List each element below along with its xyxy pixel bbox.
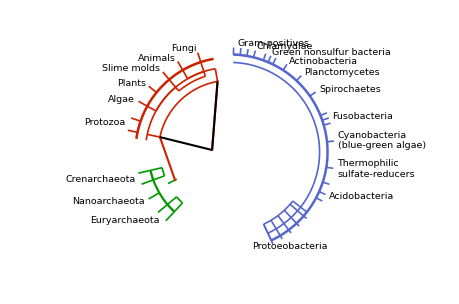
Text: Acidobacteria: Acidobacteria [328,192,393,201]
Text: Cyanobacteria
(blue-green algae): Cyanobacteria (blue-green algae) [337,131,425,150]
Text: Chlamydiae: Chlamydiae [256,42,312,51]
Text: Spirochaetes: Spirochaetes [318,85,380,94]
Text: Crenarchaeota: Crenarchaeota [65,174,135,184]
Text: Gram-positives: Gram-positives [237,39,309,48]
Text: Algae: Algae [108,95,135,104]
Text: Thermophilic
sulfate-reducers: Thermophilic sulfate-reducers [336,159,414,179]
Text: Nanoarchaeota: Nanoarchaeota [73,196,145,206]
Text: Protozoa: Protozoa [84,118,125,126]
Text: Fungi: Fungi [171,44,196,53]
Text: Fusobacteria: Fusobacteria [332,112,392,121]
Text: Slime molds: Slime molds [102,64,160,73]
Text: Actinobacteria: Actinobacteria [288,57,357,65]
Text: Plants: Plants [117,79,146,88]
Text: Animals: Animals [138,54,175,63]
Text: Euryarchaeota: Euryarchaeota [90,216,159,225]
Text: Green nonsulfur bacteria: Green nonsulfur bacteria [272,48,390,57]
Text: Protoeobacteria: Protoeobacteria [251,242,327,251]
Text: Planctomycetes: Planctomycetes [303,68,379,77]
